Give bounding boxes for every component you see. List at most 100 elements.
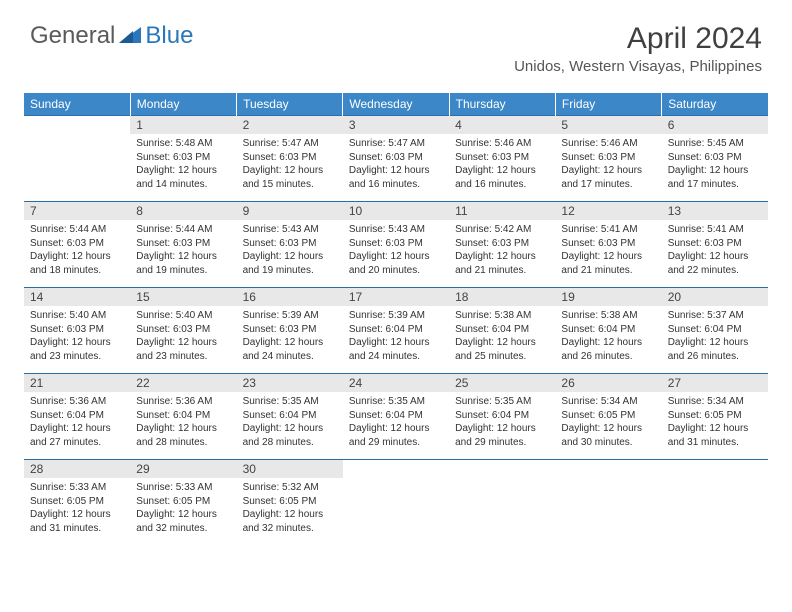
day-number: 28 (24, 460, 130, 478)
logo-text-general: General (30, 22, 115, 50)
sunset-text: Sunset: 6:03 PM (243, 151, 337, 165)
sunset-text: Sunset: 6:05 PM (136, 495, 230, 509)
sunset-text: Sunset: 6:03 PM (668, 151, 762, 165)
day-header: Wednesday (343, 93, 449, 116)
calendar-day-cell: 5Sunrise: 5:46 AMSunset: 6:03 PMDaylight… (555, 116, 661, 202)
day-number: 7 (24, 202, 130, 220)
day-details: Sunrise: 5:44 AMSunset: 6:03 PMDaylight:… (130, 220, 236, 281)
calendar-day-cell: 19Sunrise: 5:38 AMSunset: 6:04 PMDayligh… (555, 288, 661, 374)
sunrise-text: Sunrise: 5:42 AM (455, 223, 549, 237)
day-details: Sunrise: 5:43 AMSunset: 6:03 PMDaylight:… (343, 220, 449, 281)
sunset-text: Sunset: 6:03 PM (243, 323, 337, 337)
day-details: Sunrise: 5:33 AMSunset: 6:05 PMDaylight:… (24, 478, 130, 539)
calendar-day-cell: 16Sunrise: 5:39 AMSunset: 6:03 PMDayligh… (237, 288, 343, 374)
calendar-day-cell (555, 460, 661, 546)
calendar-day-cell: 24Sunrise: 5:35 AMSunset: 6:04 PMDayligh… (343, 374, 449, 460)
sunrise-text: Sunrise: 5:46 AM (561, 137, 655, 151)
sunrise-text: Sunrise: 5:36 AM (136, 395, 230, 409)
sunrise-text: Sunrise: 5:35 AM (455, 395, 549, 409)
daylight-text: Daylight: 12 hours and 21 minutes. (455, 250, 549, 277)
day-details: Sunrise: 5:47 AMSunset: 6:03 PMDaylight:… (343, 134, 449, 195)
daylight-text: Daylight: 12 hours and 18 minutes. (30, 250, 124, 277)
day-details: Sunrise: 5:33 AMSunset: 6:05 PMDaylight:… (130, 478, 236, 539)
daylight-text: Daylight: 12 hours and 24 minutes. (349, 336, 443, 363)
day-details: Sunrise: 5:39 AMSunset: 6:04 PMDaylight:… (343, 306, 449, 367)
day-number: 22 (130, 374, 236, 392)
calendar-day-cell: 3Sunrise: 5:47 AMSunset: 6:03 PMDaylight… (343, 116, 449, 202)
daylight-text: Daylight: 12 hours and 28 minutes. (243, 422, 337, 449)
sunset-text: Sunset: 6:03 PM (349, 237, 443, 251)
day-number: 6 (662, 116, 768, 134)
sunrise-text: Sunrise: 5:41 AM (668, 223, 762, 237)
day-number: 18 (449, 288, 555, 306)
calendar-week-row: 28Sunrise: 5:33 AMSunset: 6:05 PMDayligh… (24, 460, 768, 546)
sunrise-text: Sunrise: 5:34 AM (668, 395, 762, 409)
calendar-day-cell: 30Sunrise: 5:32 AMSunset: 6:05 PMDayligh… (237, 460, 343, 546)
sunset-text: Sunset: 6:04 PM (349, 409, 443, 423)
calendar-day-cell: 17Sunrise: 5:39 AMSunset: 6:04 PMDayligh… (343, 288, 449, 374)
day-details: Sunrise: 5:41 AMSunset: 6:03 PMDaylight:… (555, 220, 661, 281)
day-details: Sunrise: 5:35 AMSunset: 6:04 PMDaylight:… (449, 392, 555, 453)
daylight-text: Daylight: 12 hours and 27 minutes. (30, 422, 124, 449)
day-number: 9 (237, 202, 343, 220)
day-number: 13 (662, 202, 768, 220)
day-details: Sunrise: 5:41 AMSunset: 6:03 PMDaylight:… (662, 220, 768, 281)
calendar-day-cell: 12Sunrise: 5:41 AMSunset: 6:03 PMDayligh… (555, 202, 661, 288)
sunrise-text: Sunrise: 5:39 AM (349, 309, 443, 323)
day-details: Sunrise: 5:32 AMSunset: 6:05 PMDaylight:… (237, 478, 343, 539)
sunset-text: Sunset: 6:04 PM (136, 409, 230, 423)
day-details: Sunrise: 5:48 AMSunset: 6:03 PMDaylight:… (130, 134, 236, 195)
sunset-text: Sunset: 6:03 PM (30, 237, 124, 251)
calendar-day-cell: 1Sunrise: 5:48 AMSunset: 6:03 PMDaylight… (130, 116, 236, 202)
daylight-text: Daylight: 12 hours and 14 minutes. (136, 164, 230, 191)
day-details: Sunrise: 5:39 AMSunset: 6:03 PMDaylight:… (237, 306, 343, 367)
day-header: Sunday (24, 93, 130, 116)
calendar-day-cell: 15Sunrise: 5:40 AMSunset: 6:03 PMDayligh… (130, 288, 236, 374)
calendar-day-cell: 10Sunrise: 5:43 AMSunset: 6:03 PMDayligh… (343, 202, 449, 288)
logo: General Blue (30, 22, 193, 50)
sunset-text: Sunset: 6:03 PM (561, 151, 655, 165)
day-number: 11 (449, 202, 555, 220)
daylight-text: Daylight: 12 hours and 31 minutes. (668, 422, 762, 449)
day-header: Monday (130, 93, 236, 116)
day-number: 14 (24, 288, 130, 306)
day-number: 12 (555, 202, 661, 220)
calendar-week-row: 21Sunrise: 5:36 AMSunset: 6:04 PMDayligh… (24, 374, 768, 460)
sunrise-text: Sunrise: 5:35 AM (349, 395, 443, 409)
month-title: April 2024 (514, 22, 762, 56)
sunset-text: Sunset: 6:05 PM (30, 495, 124, 509)
sunrise-text: Sunrise: 5:36 AM (30, 395, 124, 409)
calendar-day-cell: 4Sunrise: 5:46 AMSunset: 6:03 PMDaylight… (449, 116, 555, 202)
sunrise-text: Sunrise: 5:41 AM (561, 223, 655, 237)
day-details: Sunrise: 5:40 AMSunset: 6:03 PMDaylight:… (24, 306, 130, 367)
sunrise-text: Sunrise: 5:35 AM (243, 395, 337, 409)
sunset-text: Sunset: 6:04 PM (668, 323, 762, 337)
day-number: 4 (449, 116, 555, 134)
calendar-day-cell: 2Sunrise: 5:47 AMSunset: 6:03 PMDaylight… (237, 116, 343, 202)
calendar-day-cell: 14Sunrise: 5:40 AMSunset: 6:03 PMDayligh… (24, 288, 130, 374)
daylight-text: Daylight: 12 hours and 26 minutes. (561, 336, 655, 363)
calendar-table: Sunday Monday Tuesday Wednesday Thursday… (24, 93, 768, 546)
sunset-text: Sunset: 6:04 PM (455, 409, 549, 423)
calendar-day-cell: 18Sunrise: 5:38 AMSunset: 6:04 PMDayligh… (449, 288, 555, 374)
sunset-text: Sunset: 6:05 PM (561, 409, 655, 423)
calendar-day-cell: 27Sunrise: 5:34 AMSunset: 6:05 PMDayligh… (662, 374, 768, 460)
calendar-day-cell: 6Sunrise: 5:45 AMSunset: 6:03 PMDaylight… (662, 116, 768, 202)
calendar-day-cell: 29Sunrise: 5:33 AMSunset: 6:05 PMDayligh… (130, 460, 236, 546)
sunset-text: Sunset: 6:03 PM (243, 237, 337, 251)
sunrise-text: Sunrise: 5:43 AM (349, 223, 443, 237)
day-number: 27 (662, 374, 768, 392)
sunrise-text: Sunrise: 5:38 AM (561, 309, 655, 323)
day-header: Saturday (662, 93, 768, 116)
logo-triangle-icon (119, 25, 141, 48)
day-number: 20 (662, 288, 768, 306)
calendar-day-cell (449, 460, 555, 546)
sunrise-text: Sunrise: 5:40 AM (30, 309, 124, 323)
day-number: 2 (237, 116, 343, 134)
daylight-text: Daylight: 12 hours and 20 minutes. (349, 250, 443, 277)
day-details: Sunrise: 5:35 AMSunset: 6:04 PMDaylight:… (237, 392, 343, 453)
daylight-text: Daylight: 12 hours and 21 minutes. (561, 250, 655, 277)
daylight-text: Daylight: 12 hours and 23 minutes. (136, 336, 230, 363)
sunrise-text: Sunrise: 5:40 AM (136, 309, 230, 323)
calendar-body: 1Sunrise: 5:48 AMSunset: 6:03 PMDaylight… (24, 116, 768, 546)
